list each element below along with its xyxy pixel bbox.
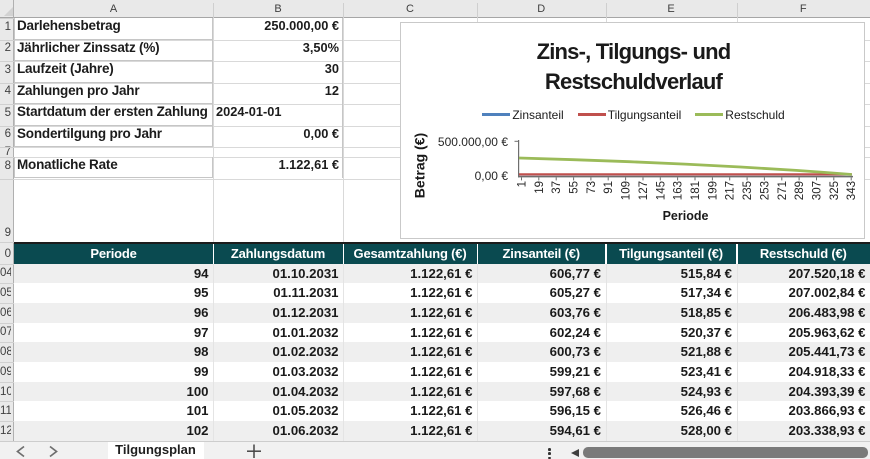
svg-text:55: 55 [569, 181, 581, 194]
svg-text:109: 109 [621, 181, 633, 200]
svg-text:253: 253 [759, 181, 771, 200]
svg-text:37: 37 [551, 181, 563, 194]
svg-text:289: 289 [794, 181, 806, 200]
svg-text:1: 1 [517, 181, 529, 187]
svg-text:199: 199 [707, 181, 719, 200]
svg-text:271: 271 [777, 181, 789, 200]
svg-text:325: 325 [829, 181, 841, 200]
svg-text:307: 307 [812, 181, 824, 200]
svg-text:235: 235 [742, 181, 754, 200]
svg-text:217: 217 [725, 181, 737, 200]
svg-text:163: 163 [673, 181, 685, 200]
svg-text:343: 343 [846, 181, 858, 200]
svg-text:181: 181 [690, 181, 702, 200]
svg-text:145: 145 [655, 181, 667, 200]
svg-text:91: 91 [603, 181, 615, 194]
svg-text:73: 73 [586, 181, 598, 194]
svg-text:127: 127 [638, 181, 650, 200]
svg-text:19: 19 [534, 181, 546, 194]
